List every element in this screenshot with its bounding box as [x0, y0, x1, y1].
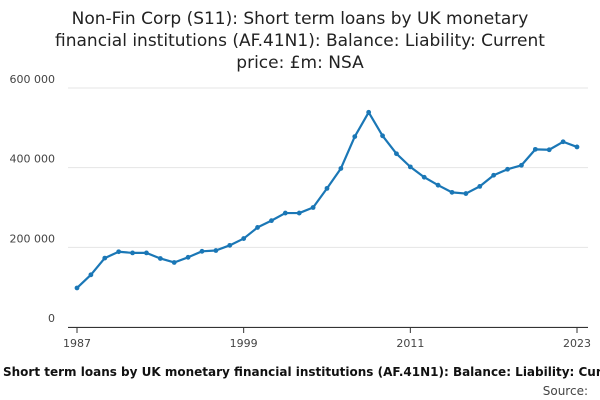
data-point[interactable]: [338, 166, 344, 171]
data-point[interactable]: [74, 285, 80, 291]
data-point[interactable]: [241, 236, 247, 241]
data-point[interactable]: [116, 249, 122, 255]
data-point[interactable]: [171, 260, 177, 265]
chart-title: Non-Fin Corp (S11): Short term loans by …: [55, 9, 545, 73]
data-point[interactable]: [394, 151, 399, 157]
y-tick-label: 0: [48, 312, 55, 325]
x-axis: 1987 1999 2011 2023: [63, 327, 591, 350]
data-point[interactable]: [227, 242, 233, 248]
data-point[interactable]: [157, 256, 163, 261]
data-point[interactable]: [324, 185, 330, 191]
data-point[interactable]: [407, 164, 413, 170]
data-point[interactable]: [491, 172, 497, 178]
data-point[interactable]: [435, 182, 441, 188]
gridlines: [68, 87, 588, 328]
data-point[interactable]: [296, 210, 302, 216]
data-point[interactable]: [449, 189, 455, 195]
data-point[interactable]: [144, 250, 149, 256]
y-tick-label: 400 000: [10, 153, 56, 166]
source-label: Source:: [543, 384, 588, 398]
chart-title-line-3: price: £m: NSA: [236, 53, 364, 73]
chart-title-line-2: financial institutions (AF.41N1): Balanc…: [55, 31, 545, 51]
data-point[interactable]: [574, 144, 580, 150]
data-point[interactable]: [88, 272, 94, 278]
data-point[interactable]: [199, 248, 205, 254]
x-tick-label: 1999: [230, 337, 258, 350]
x-tick-label: 2023: [563, 337, 591, 350]
data-point[interactable]: [269, 218, 274, 224]
y-tick-label: 200 000: [10, 232, 56, 245]
x-tick-label: 1987: [63, 337, 91, 350]
y-tick-label: 600 000: [10, 73, 56, 86]
data-point[interactable]: [519, 162, 524, 168]
data-point[interactable]: [463, 191, 469, 196]
data-point[interactable]: [505, 166, 510, 172]
legend-label: Short term loans by UK monetary financia…: [3, 365, 600, 379]
chart-title-line-1: Non-Fin Corp (S11): Short term loans by …: [72, 9, 529, 29]
data-point[interactable]: [255, 225, 260, 230]
x-tick-label: 2011: [396, 337, 424, 350]
data-point[interactable]: [102, 255, 108, 261]
data-point[interactable]: [532, 146, 538, 152]
data-point[interactable]: [185, 254, 191, 260]
data-point[interactable]: [213, 248, 219, 253]
y-axis-ticks: 0 200 000 400 000 600 000: [10, 73, 56, 325]
data-point[interactable]: [282, 210, 288, 216]
data-point[interactable]: [310, 205, 316, 210]
data-point[interactable]: [421, 174, 427, 180]
data-point[interactable]: [380, 133, 385, 139]
data-point[interactable]: [366, 109, 372, 115]
data-point[interactable]: [130, 250, 135, 256]
data-point[interactable]: [560, 139, 566, 145]
data-point[interactable]: [546, 147, 552, 153]
data-point[interactable]: [352, 134, 358, 139]
series-line: [75, 111, 579, 290]
series-line-group: [74, 109, 580, 291]
data-point[interactable]: [477, 183, 483, 189]
